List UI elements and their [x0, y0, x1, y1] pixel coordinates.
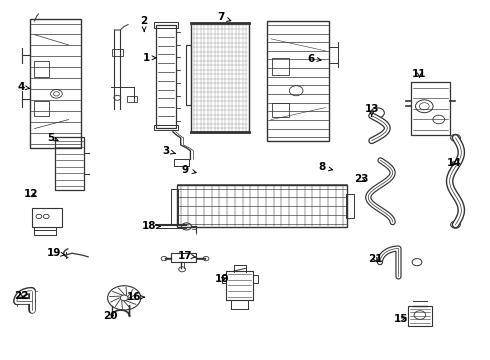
- Bar: [156, 24, 176, 128]
- Text: 5: 5: [48, 133, 58, 143]
- Text: 6: 6: [308, 54, 321, 64]
- Text: 3: 3: [163, 146, 175, 156]
- Text: 12: 12: [24, 189, 38, 199]
- Text: 8: 8: [318, 162, 333, 172]
- Bar: [221, 275, 226, 283]
- Text: 19: 19: [47, 248, 65, 258]
- Text: 10: 10: [214, 274, 229, 284]
- Text: 22: 22: [14, 291, 28, 301]
- Bar: [253, 275, 258, 283]
- Bar: [272, 103, 289, 117]
- Bar: [174, 159, 189, 166]
- Bar: [177, 185, 347, 227]
- Text: 9: 9: [182, 165, 196, 175]
- Text: 4: 4: [17, 82, 30, 92]
- Bar: [226, 271, 253, 300]
- Bar: [171, 253, 196, 262]
- Text: 14: 14: [447, 158, 462, 168]
- Text: 13: 13: [365, 104, 379, 116]
- Text: 20: 20: [103, 311, 117, 321]
- Bar: [267, 21, 329, 141]
- Text: 2: 2: [141, 16, 148, 32]
- Text: 16: 16: [126, 292, 144, 302]
- Bar: [171, 189, 178, 224]
- Bar: [31, 207, 62, 227]
- Text: 7: 7: [217, 13, 231, 22]
- Bar: [272, 58, 289, 75]
- Text: 21: 21: [368, 254, 383, 264]
- Text: 11: 11: [412, 68, 427, 78]
- Text: 23: 23: [354, 174, 368, 184]
- Bar: [154, 22, 178, 28]
- Text: 15: 15: [393, 314, 408, 324]
- Bar: [192, 23, 249, 132]
- Bar: [154, 125, 178, 130]
- Bar: [408, 306, 432, 326]
- Text: 1: 1: [143, 53, 156, 63]
- Bar: [411, 82, 450, 135]
- Bar: [127, 96, 137, 102]
- Bar: [346, 194, 354, 218]
- Bar: [113, 49, 123, 56]
- Bar: [186, 45, 192, 104]
- Bar: [33, 61, 49, 77]
- Text: 18: 18: [142, 221, 160, 231]
- Text: 17: 17: [178, 251, 196, 261]
- Bar: [55, 137, 84, 190]
- Bar: [33, 102, 49, 116]
- Bar: [30, 19, 81, 148]
